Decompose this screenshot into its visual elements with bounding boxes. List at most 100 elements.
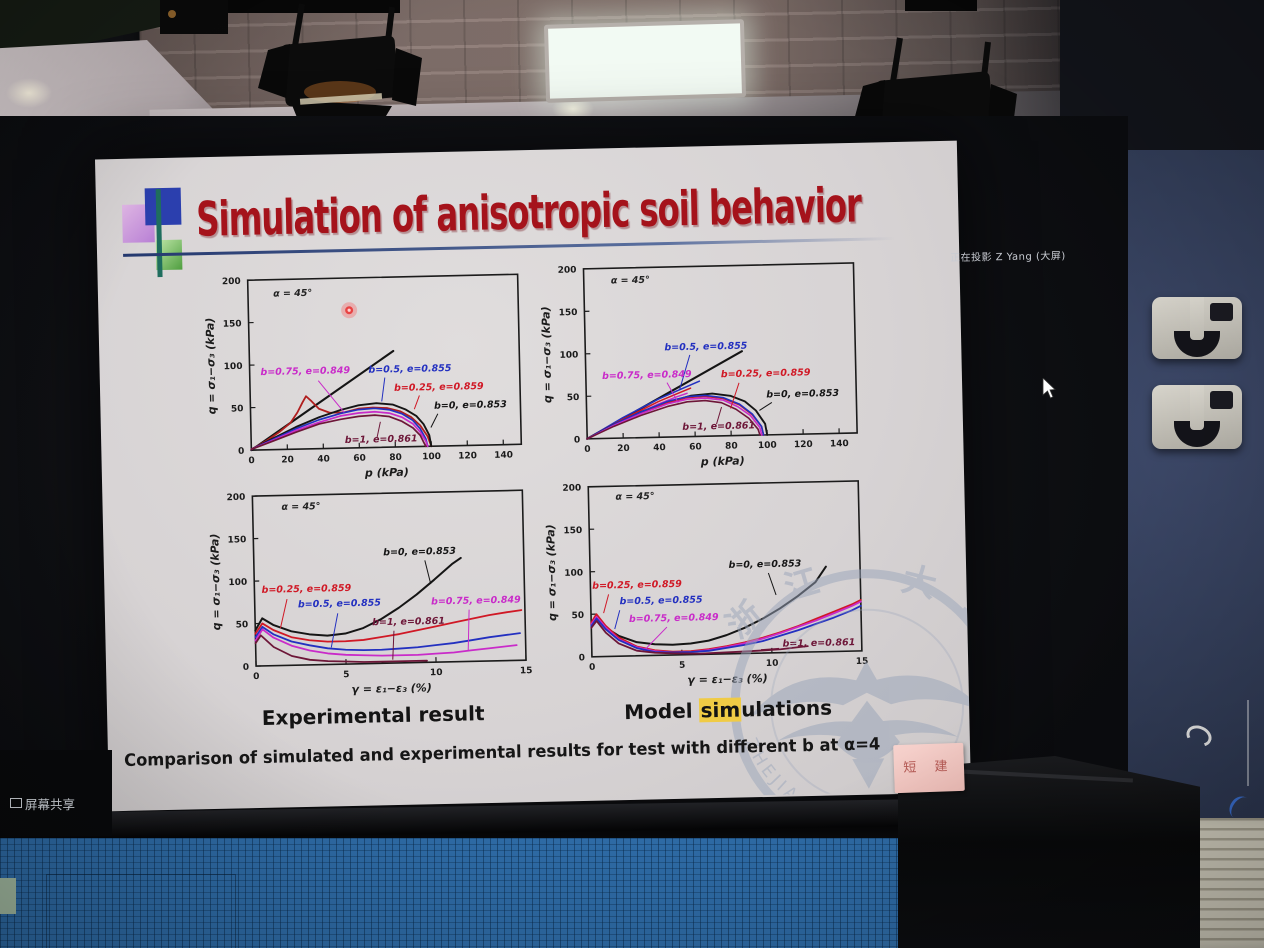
svg-text:150: 150	[227, 535, 246, 545]
svg-text:140: 140	[830, 439, 849, 449]
svg-text:q = σ₁−σ₃ (kPa): q = σ₁−σ₃ (kPa)	[544, 524, 559, 621]
svg-text:b=0.5, e=0.855: b=0.5, e=0.855	[298, 598, 382, 611]
svg-text:120: 120	[458, 451, 477, 461]
pink-label-sticker: 短 建	[893, 742, 965, 794]
spotlight-left-icon	[258, 3, 422, 126]
svg-text:b=0.5, e=0.855: b=0.5, e=0.855	[619, 594, 703, 607]
svg-text:b=1, e=0.861: b=1, e=0.861	[372, 616, 445, 629]
svg-text:b=0, e=0.853: b=0, e=0.853	[766, 388, 839, 401]
svg-text:γ = ε₁−ε₃ (%): γ = ε₁−ε₃ (%)	[351, 681, 432, 696]
svg-text:b=1, e=0.861: b=1, e=0.861	[682, 420, 755, 433]
svg-text:100: 100	[224, 362, 243, 372]
svg-text:大: 大	[898, 559, 941, 606]
wall-camera-top	[1152, 297, 1242, 359]
eagle-emblem-icon	[749, 660, 972, 789]
svg-text:0: 0	[248, 456, 254, 466]
svg-text:50: 50	[571, 611, 584, 621]
svg-text:γ = ε₁−ε₃ (%): γ = ε₁−ε₃ (%)	[687, 672, 768, 687]
mouse-cursor-icon	[1042, 378, 1056, 399]
svg-text:q = σ₁−σ₃ (kPa): q = σ₁−σ₃ (kPa)	[203, 318, 218, 415]
svg-text:200: 200	[227, 493, 246, 503]
svg-text:q = σ₁−σ₃ (kPa): q = σ₁−σ₃ (kPa)	[208, 533, 223, 630]
camera-body-icon	[1210, 391, 1233, 409]
svg-text:150: 150	[223, 319, 242, 329]
yellow-highlight: sim	[699, 697, 742, 723]
camera-body-icon	[1210, 303, 1233, 321]
svg-text:b=0.75, e=0.849: b=0.75, e=0.849	[602, 369, 692, 382]
svg-text:b=0.5, e=0.855: b=0.5, e=0.855	[664, 341, 748, 354]
svg-text:b=0.75, e=0.849: b=0.75, e=0.849	[629, 612, 719, 625]
svg-text:0: 0	[574, 435, 580, 445]
slide-logo-blue-square	[144, 187, 182, 226]
svg-text:α = 45°: α = 45°	[615, 491, 654, 503]
chart-experimental-stress-path: 0 20 40 60 80 100 120 140 0 50 100 150 200 p (kPa) q =…	[201, 266, 536, 485]
svg-text:α = 45°: α = 45°	[273, 288, 312, 300]
wall-camera-bottom	[1152, 385, 1242, 449]
svg-text:15: 15	[520, 666, 533, 676]
svg-text:b=1, e=0.861: b=1, e=0.861	[345, 433, 418, 446]
screen-share-overlay: 屏幕共享	[0, 750, 112, 836]
downlight	[6, 78, 52, 108]
chart-experimental-stress-strain: 0 5 10 15 0 50 100 150 200 γ = ε₁−ε₃ (%) q = σ₁−σ₃…	[206, 482, 541, 701]
svg-text:0: 0	[253, 672, 259, 682]
blue-acoustic-wall	[0, 838, 948, 948]
svg-text:α = 45°: α = 45°	[611, 275, 650, 287]
projection-status-text: 正在投影 Z Yang (大屏)	[949, 250, 1066, 265]
svg-text:100: 100	[559, 350, 578, 360]
svg-text:200: 200	[558, 266, 577, 276]
chart-model-stress-path: 0 20 40 60 80 100 120 140 0 50 100 150 200 p (kPa) q =…	[537, 255, 872, 474]
svg-text:140: 140	[494, 450, 513, 460]
svg-text:b=0.75, e=0.849: b=0.75, e=0.849	[431, 594, 521, 607]
svg-text:10: 10	[766, 659, 779, 669]
svg-text:5: 5	[679, 661, 685, 671]
svg-text:20: 20	[281, 455, 294, 465]
svg-text:100: 100	[422, 452, 441, 462]
svg-text:0: 0	[243, 663, 249, 673]
wall-highlight-line	[1247, 700, 1249, 786]
svg-text:b=0, e=0.853: b=0, e=0.853	[434, 399, 507, 412]
wall-panel-frame	[46, 874, 236, 948]
svg-text:60: 60	[689, 442, 702, 452]
svg-text:p (kPa): p (kPa)	[700, 454, 745, 468]
svg-text:b=0.25, e=0.859: b=0.25, e=0.859	[262, 583, 352, 596]
svg-text:60: 60	[353, 454, 366, 464]
svg-text:浙: 浙	[719, 594, 771, 646]
svg-text:40: 40	[653, 443, 666, 453]
svg-text:b=1, e=0.861: b=1, e=0.861	[782, 637, 855, 650]
svg-text:b=0.75, e=0.849: b=0.75, e=0.849	[260, 365, 350, 378]
svg-text:150: 150	[559, 308, 578, 318]
svg-text:50: 50	[236, 620, 249, 630]
svg-text:b=0.25, e=0.859: b=0.25, e=0.859	[721, 367, 811, 380]
svg-text:200: 200	[222, 277, 241, 287]
svg-text:q = σ₁−σ₃ (kPa): q = σ₁−σ₃ (kPa)	[539, 306, 554, 403]
svg-text:80: 80	[389, 453, 402, 463]
screen-share-icon	[10, 798, 22, 808]
svg-text:100: 100	[758, 441, 777, 451]
svg-text:0: 0	[579, 653, 585, 663]
svg-text:50: 50	[231, 404, 244, 414]
svg-text:5: 5	[343, 670, 349, 680]
svg-text:p (kPa): p (kPa)	[364, 466, 409, 480]
svg-text:20: 20	[617, 444, 630, 454]
svg-text:50: 50	[567, 393, 580, 403]
screen-share-label: 屏幕共享	[10, 794, 75, 813]
projection-screen: Simulation of anisotropic soil behavior …	[94, 140, 972, 812]
svg-text:b=0.25, e=0.859: b=0.25, e=0.859	[394, 381, 484, 394]
svg-text:150: 150	[563, 526, 582, 536]
svg-text:100: 100	[228, 578, 247, 588]
svg-text:0: 0	[589, 663, 595, 673]
svg-text:b=0.5, e=0.855: b=0.5, e=0.855	[368, 363, 452, 376]
svg-text:b=0, e=0.853: b=0, e=0.853	[728, 558, 801, 571]
svg-text:10: 10	[430, 668, 443, 678]
svg-text:0: 0	[584, 445, 590, 455]
svg-text:40: 40	[317, 454, 330, 464]
svg-text:0: 0	[238, 447, 244, 457]
slide-title: Simulation of anisotropic soil behavior	[195, 176, 862, 248]
wall-plaque	[0, 878, 16, 914]
svg-text:80: 80	[725, 442, 738, 452]
svg-text:15: 15	[856, 657, 869, 667]
svg-text:100: 100	[564, 568, 583, 578]
svg-text:120: 120	[794, 440, 813, 450]
svg-text:b=0, e=0.853: b=0, e=0.853	[383, 546, 456, 559]
